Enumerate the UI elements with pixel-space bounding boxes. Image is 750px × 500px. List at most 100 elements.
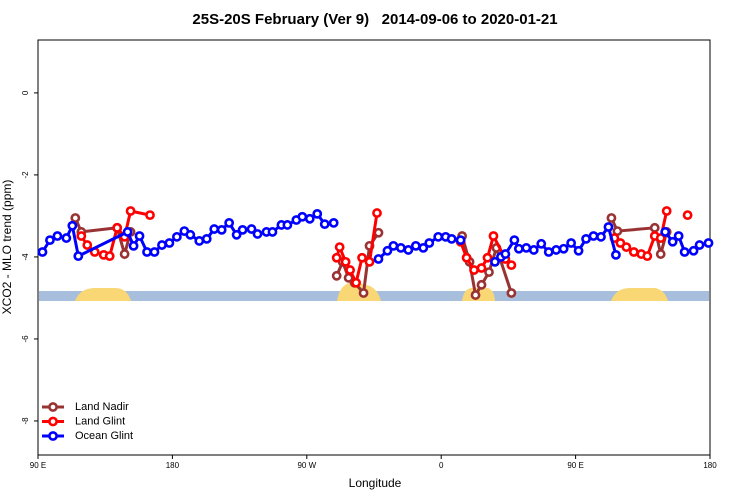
x-tick-label: 90 E xyxy=(567,461,583,470)
data-point xyxy=(403,245,414,255)
data-point xyxy=(345,265,356,275)
legend-marker xyxy=(48,402,58,412)
data-point xyxy=(558,243,569,254)
data-point xyxy=(312,208,323,219)
data-point xyxy=(119,249,130,259)
data-point xyxy=(382,245,393,256)
data-point xyxy=(73,251,84,262)
data-point xyxy=(482,252,493,263)
data-point xyxy=(134,231,145,241)
data-point xyxy=(373,227,384,238)
data-point xyxy=(185,229,196,240)
data-point xyxy=(351,277,361,288)
x-tick-label: 90 W xyxy=(297,461,316,470)
land-patch xyxy=(75,288,131,301)
legend-marker xyxy=(48,416,58,427)
data-point xyxy=(596,231,606,242)
data-point xyxy=(418,243,429,253)
data-point xyxy=(655,249,666,259)
data-point xyxy=(331,252,342,263)
data-point xyxy=(358,288,369,298)
data-point xyxy=(667,236,678,247)
data-point xyxy=(470,290,481,300)
data-point xyxy=(573,245,584,256)
x-tick-label: 90 E xyxy=(30,461,46,470)
data-point xyxy=(488,231,499,241)
data-point xyxy=(506,288,517,298)
data-point xyxy=(373,254,384,264)
data-point xyxy=(455,235,466,246)
data-point xyxy=(216,224,227,235)
data-point xyxy=(506,260,517,271)
data-point xyxy=(679,247,690,257)
data-point xyxy=(149,247,160,257)
data-point xyxy=(469,265,479,275)
data-point xyxy=(649,222,660,233)
data-point xyxy=(588,231,599,241)
data-point xyxy=(67,220,78,231)
data-point xyxy=(536,238,547,249)
legend-label: Land Glint xyxy=(75,415,125,427)
data-point xyxy=(252,229,263,239)
data-point xyxy=(528,245,539,255)
data-point xyxy=(328,217,339,228)
data-point xyxy=(52,231,63,241)
data-point xyxy=(237,224,248,235)
data-point xyxy=(340,256,351,267)
data-point xyxy=(372,208,382,218)
data-point xyxy=(201,233,212,244)
data-point xyxy=(581,233,591,244)
data-point xyxy=(611,249,621,260)
data-point xyxy=(357,252,367,263)
data-point xyxy=(194,236,205,246)
data-point xyxy=(282,220,293,230)
y-tick-label: -8 xyxy=(21,417,30,425)
y-axis-label: XCO2 - MLO trend (ppm) xyxy=(0,180,14,315)
x-tick-label: 180 xyxy=(703,461,717,470)
data-point xyxy=(642,251,653,262)
data-point xyxy=(334,242,345,252)
data-point xyxy=(509,235,520,246)
data-point xyxy=(319,219,330,230)
land-patch xyxy=(611,288,668,301)
data-point xyxy=(37,247,48,257)
data-point xyxy=(112,222,123,233)
data-point xyxy=(660,227,671,237)
data-point xyxy=(446,233,457,244)
data-point xyxy=(125,206,136,216)
y-tick-label: -6 xyxy=(21,335,30,343)
data-point xyxy=(661,206,672,216)
data-point xyxy=(490,256,500,267)
data-point xyxy=(621,242,632,252)
data-point xyxy=(476,263,487,273)
data-point xyxy=(500,249,511,259)
data-point xyxy=(476,279,487,290)
data-point xyxy=(157,240,167,250)
data-point xyxy=(388,240,399,251)
data-point xyxy=(551,245,562,255)
data-point xyxy=(603,222,614,232)
data-point xyxy=(246,224,257,234)
data-point xyxy=(424,238,435,248)
data-point xyxy=(122,227,133,237)
data-point xyxy=(224,217,235,228)
data-point xyxy=(76,231,87,241)
data-point xyxy=(209,224,220,234)
data-point xyxy=(142,247,152,257)
legend: Land Nadir Land Glint Ocean Glint xyxy=(42,401,133,442)
y-tick-label: 0 xyxy=(21,90,30,95)
y-tick-label: -4 xyxy=(21,253,30,261)
data-point xyxy=(82,240,93,250)
data-point xyxy=(543,247,554,257)
data-point xyxy=(231,229,242,240)
data-point xyxy=(364,256,375,267)
data-point xyxy=(521,243,532,253)
x-tick-label: 0 xyxy=(439,461,444,470)
data-point xyxy=(145,210,155,221)
data-point xyxy=(45,235,55,246)
data-point xyxy=(171,231,182,242)
legend-marker xyxy=(48,431,58,441)
data-point xyxy=(70,213,81,223)
data-point xyxy=(128,240,139,251)
